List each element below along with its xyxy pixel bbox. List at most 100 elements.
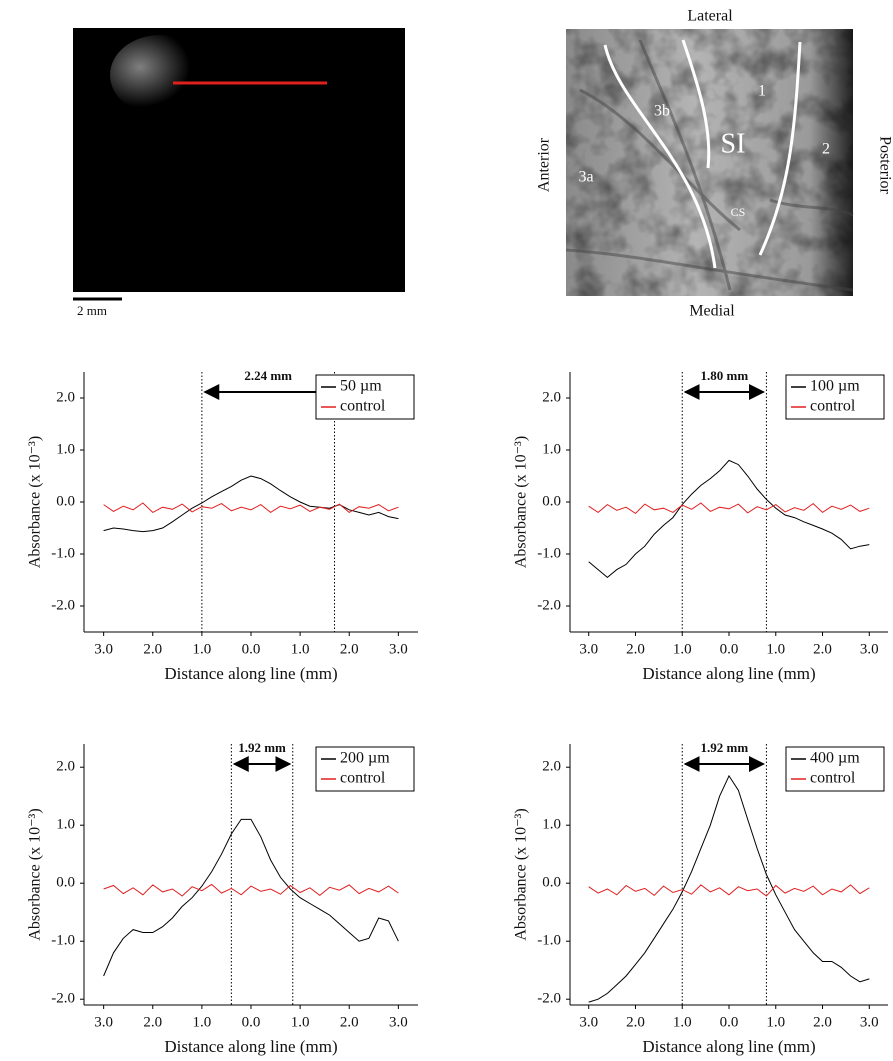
x-tick-label: 1.0: [673, 1014, 692, 1030]
y-tick-label: -2.0: [51, 597, 75, 613]
x-tick-label: 3.0: [389, 1014, 408, 1030]
x-tick-label: 2.0: [143, 641, 162, 657]
x-tick-label: 1.0: [673, 641, 692, 657]
x-tick-label: 2.0: [813, 641, 832, 657]
x-axis-label: Distance along line (mm): [164, 1037, 337, 1056]
orientation-label: Anterior: [536, 137, 553, 192]
x-tick-label: 3.0: [94, 641, 113, 657]
legend-box: [315, 746, 415, 792]
series-line: [103, 883, 399, 897]
x-tick-label: 0.0: [242, 641, 261, 657]
y-tick-label: -1.0: [537, 933, 561, 949]
annotation: 1.92 mm: [700, 740, 748, 755]
x-tick-label: 2.0: [813, 1014, 832, 1030]
legend-label: 50 µm: [340, 378, 382, 395]
y-tick-label: 0.0: [542, 875, 561, 891]
dark-spot: [203, 28, 287, 116]
y-axis-label: Absorbance (x 10⁻³): [513, 808, 530, 940]
y-axis-label: Absorbance (x 10⁻³): [27, 436, 44, 568]
y-tick-label: -2.0: [51, 991, 75, 1007]
region-label: 1: [758, 83, 766, 100]
x-tick-label: 3.0: [860, 641, 879, 657]
x-axis-label: Distance along line (mm): [642, 1037, 815, 1056]
orientation-label: Medial: [689, 303, 735, 320]
y-tick-label: 1.0: [56, 817, 75, 833]
y-tick-label: -1.0: [51, 545, 75, 561]
legend-box: [315, 374, 415, 420]
series-line: [588, 884, 870, 897]
line-chart: -2.0 -1.0 0.0 1.0 2.0 3.0 2.0 1.0 0.0 1.0 2.0 3.0 Di…: [513, 740, 888, 1056]
series-line: [103, 818, 399, 977]
y-tick-label: 2.0: [56, 389, 75, 405]
y-tick-label: 0.0: [56, 493, 75, 509]
y-tick-label: 0.0: [56, 875, 75, 891]
x-tick-label: 1.0: [291, 1014, 310, 1030]
series-line: [588, 502, 870, 515]
y-tick-label: 2.0: [542, 389, 561, 405]
legend-label: 200 µm: [340, 750, 390, 767]
left-image: 2 mm: [73, 28, 405, 318]
scale-label: 2 mm: [77, 303, 107, 318]
x-tick-label: 1.0: [291, 641, 310, 657]
x-tick-label: 1.0: [766, 1014, 785, 1030]
legend-box: [785, 374, 885, 420]
x-tick-label: 3.0: [579, 1014, 598, 1030]
x-tick-label: 3.0: [860, 1014, 879, 1030]
y-tick-label: 2.0: [56, 759, 75, 775]
x-tick-label: 1.0: [193, 641, 212, 657]
x-tick-label: 0.0: [720, 641, 739, 657]
y-tick-label: 1.0: [542, 817, 561, 833]
right-image: Lateral Medial Anterior Posterior 3b 1 S…: [536, 8, 893, 320]
x-tick-label: 3.0: [94, 1014, 113, 1030]
y-tick-label: -1.0: [537, 545, 561, 561]
region-label: 3b: [654, 103, 670, 120]
y-tick-label: 1.0: [542, 441, 561, 457]
region-label: 3a: [578, 169, 593, 186]
line-chart: -2.0 -1.0 0.0 1.0 2.0 3.0 2.0 1.0 0.0 1.0 2.0 3.0 Di…: [27, 368, 418, 683]
y-tick-label: -1.0: [51, 933, 75, 949]
x-tick-label: 0.0: [720, 1014, 739, 1030]
line-chart: -2.0 -1.0 0.0 1.0 2.0 3.0 2.0 1.0 0.0 1.0 2.0 3.0 Di…: [513, 368, 888, 683]
y-axis-label: Absorbance (x 10⁻³): [27, 808, 44, 940]
x-tick-label: 1.0: [193, 1014, 212, 1030]
series-line: [588, 459, 870, 579]
x-tick-label: 2.0: [340, 641, 359, 657]
line-chart: -2.0 -1.0 0.0 1.0 2.0 3.0 2.0 1.0 0.0 1.0 2.0 3.0 Di…: [27, 740, 418, 1056]
annotation: 1.80 mm: [700, 368, 748, 383]
x-tick-label: 2.0: [626, 641, 645, 657]
x-tick-label: 3.0: [579, 641, 598, 657]
orientation-label: Lateral: [687, 8, 733, 25]
series-line: [588, 774, 870, 1003]
legend-label: control: [340, 398, 386, 415]
y-tick-label: 2.0: [542, 759, 561, 775]
y-axis-label: Absorbance (x 10⁻³): [513, 436, 530, 568]
x-tick-label: 2.0: [626, 1014, 645, 1030]
area-boundaries: [603, 39, 802, 269]
annotation: 2.24 mm: [244, 368, 292, 383]
x-tick-label: 3.0: [389, 641, 408, 657]
region-label: CS: [731, 205, 746, 219]
x-tick-label: 2.0: [143, 1014, 162, 1030]
legend-label: control: [810, 398, 856, 415]
legend-label: 100 µm: [810, 378, 860, 395]
legend-label: control: [340, 770, 386, 787]
series-line: [103, 502, 399, 514]
legend-box: [785, 746, 885, 792]
series-line: [103, 475, 399, 533]
region-label: 2: [822, 141, 830, 158]
vessels: [565, 39, 854, 292]
bright-spot: [110, 35, 210, 115]
y-tick-label: -2.0: [537, 991, 561, 1007]
region-label: SI: [721, 128, 746, 159]
x-tick-label: 1.0: [766, 641, 785, 657]
x-axis-label: Distance along line (mm): [642, 664, 815, 683]
x-tick-label: 0.0: [242, 1014, 261, 1030]
y-tick-label: -2.0: [537, 597, 561, 613]
x-axis-label: Distance along line (mm): [164, 664, 337, 683]
legend-label: control: [810, 770, 856, 787]
y-tick-label: 1.0: [56, 441, 75, 457]
annotation: 1.92 mm: [238, 740, 286, 755]
legend-label: 400 µm: [810, 750, 860, 767]
